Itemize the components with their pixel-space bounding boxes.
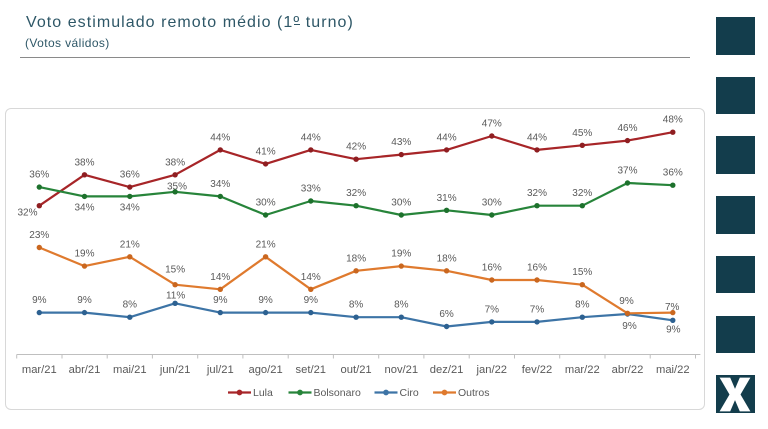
svg-text:42%: 42% [346,142,366,153]
svg-text:30%: 30% [482,198,502,209]
svg-text:jan/22: jan/22 [476,364,507,376]
svg-text:9%: 9% [622,321,637,332]
svg-text:41%: 41% [256,146,276,157]
svg-text:43%: 43% [391,137,411,148]
svg-text:44%: 44% [210,132,230,143]
svg-text:44%: 44% [437,132,457,143]
svg-text:8%: 8% [349,300,364,311]
svg-text:35%: 35% [167,181,187,192]
svg-text:abr/22: abr/22 [612,364,644,376]
svg-text:32%: 32% [572,188,592,199]
svg-text:jul/21: jul/21 [206,364,234,376]
svg-text:9%: 9% [32,295,47,306]
svg-text:9%: 9% [258,295,273,306]
svg-text:34%: 34% [210,179,230,190]
svg-text:30%: 30% [391,198,411,209]
svg-text:23%: 23% [29,230,49,241]
svg-text:Lula: Lula [253,387,273,399]
svg-text:18%: 18% [346,253,366,264]
svg-text:9%: 9% [77,295,92,306]
svg-text:8%: 8% [123,300,138,311]
svg-text:38%: 38% [74,157,94,168]
svg-text:34%: 34% [120,202,140,213]
svg-text:44%: 44% [527,132,547,143]
svg-text:16%: 16% [527,263,547,274]
svg-text:8%: 8% [394,300,409,311]
svg-text:mai/21: mai/21 [113,364,147,376]
svg-text:set/21: set/21 [296,364,326,376]
svg-text:9%: 9% [666,324,681,335]
svg-text:fev/22: fev/22 [522,364,552,376]
svg-text:21%: 21% [256,239,276,250]
svg-text:21%: 21% [120,239,140,250]
svg-text:9%: 9% [619,296,634,307]
svg-text:6%: 6% [439,309,454,320]
svg-text:18%: 18% [437,253,457,264]
svg-text:33%: 33% [301,184,321,195]
svg-text:mai/22: mai/22 [656,364,690,376]
svg-text:38%: 38% [165,157,185,168]
svg-text:34%: 34% [74,202,94,213]
svg-text:7%: 7% [485,304,500,315]
svg-text:8%: 8% [575,300,590,311]
svg-text:11%: 11% [166,290,185,301]
svg-text:15%: 15% [165,265,185,276]
svg-text:19%: 19% [391,249,411,260]
svg-text:Bolsonaro: Bolsonaro [314,387,361,399]
svg-text:30%: 30% [256,198,276,209]
svg-text:nov/21: nov/21 [385,364,419,376]
svg-text:32%: 32% [527,188,547,199]
svg-text:47%: 47% [482,119,502,130]
svg-text:36%: 36% [29,170,49,181]
svg-text:48%: 48% [663,115,683,126]
svg-text:14%: 14% [301,272,321,283]
svg-text:out/21: out/21 [341,364,372,376]
svg-text:16%: 16% [482,263,502,274]
svg-text:32%: 32% [17,208,37,219]
svg-text:45%: 45% [572,128,592,139]
svg-text:abr/21: abr/21 [69,364,101,376]
svg-text:dez/21: dez/21 [430,364,464,376]
svg-text:9%: 9% [304,295,319,306]
svg-text:46%: 46% [617,123,637,134]
svg-text:32%: 32% [346,188,366,199]
svg-text:36%: 36% [663,168,683,179]
svg-text:14%: 14% [210,272,230,283]
svg-text:mar/22: mar/22 [565,364,600,376]
svg-text:jun/21: jun/21 [159,364,190,376]
svg-text:37%: 37% [617,166,637,177]
svg-text:36%: 36% [120,170,140,181]
svg-text:mar/21: mar/21 [22,364,57,376]
svg-text:19%: 19% [74,249,94,260]
svg-text:ago/21: ago/21 [248,364,282,376]
svg-text:44%: 44% [301,132,321,143]
svg-text:Ciro: Ciro [400,387,419,399]
svg-text:31%: 31% [437,193,457,204]
svg-text:15%: 15% [572,267,592,278]
svg-text:7%: 7% [665,302,680,313]
svg-text:Outros: Outros [458,387,490,399]
svg-text:9%: 9% [213,295,228,306]
svg-text:7%: 7% [530,304,545,315]
